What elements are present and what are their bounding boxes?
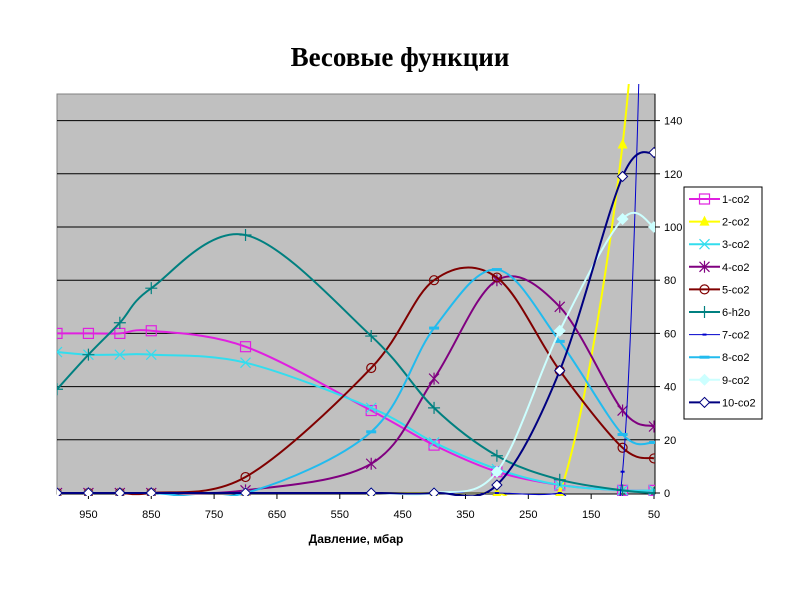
x-tick-label: 50 [648, 509, 660, 521]
x-tick-label: 150 [582, 509, 600, 521]
legend-label: 10-co2 [722, 397, 756, 409]
series-10-co2 [57, 146, 655, 496]
legend-item-8-co2: 8-co2 [689, 352, 750, 364]
legend-label: 3-co2 [722, 239, 750, 251]
x-tick-label: 750 [205, 509, 223, 521]
y-tick-label: 120 [664, 169, 682, 181]
x-tick-label: 350 [456, 509, 474, 521]
y-tick-label: 100 [664, 222, 682, 234]
x-tick-label: 850 [142, 509, 160, 521]
legend-label: 6-h2o [722, 307, 750, 319]
legend-label: 5-co2 [722, 284, 750, 296]
legend-label: 8-co2 [722, 352, 750, 364]
legend-label: 2-co2 [722, 217, 750, 229]
x-axis-title: Давление, мбар [309, 532, 404, 546]
legend-item-3-co2: 3-co2 [689, 238, 750, 251]
y-tick-label: 140 [664, 116, 682, 128]
plot-area [56, 93, 656, 495]
legend-label: 7-co2 [722, 330, 750, 342]
series-6-h2o [57, 228, 655, 496]
x-tick-label: 450 [393, 509, 411, 521]
series-lines [57, 84, 655, 496]
legend: 1-co2 2-co2 3-co2 4-co2 5-co2 6-h2o 7-co2 8-co2… [683, 186, 763, 420]
y-tick-label: 20 [664, 435, 676, 447]
x-tick-label: 650 [268, 509, 286, 521]
legend-item-9-co2: 9-co2 [689, 373, 750, 387]
legend-item-6-h2o: 6-h2o [689, 306, 750, 319]
y-axis: 0 20 40 60 80 100 120 140 [654, 94, 682, 500]
x-tick-label: 950 [79, 509, 97, 521]
legend-item-4-co2: 4-co2 [689, 260, 750, 274]
chart-title: Весовые функции [290, 42, 510, 72]
x-axis: 950 850 750 650 550 450 350 250 150 50 [57, 493, 660, 521]
y-tick-label: 60 [664, 328, 676, 340]
legend-item-1-co2: 1-co2 [689, 193, 750, 206]
y-tick-label: 40 [664, 382, 676, 394]
legend-item-7-co2: 7-co2 [689, 330, 750, 342]
x-tick-label: 250 [519, 509, 537, 521]
y-tick-label: 0 [664, 488, 670, 500]
y-tick-label: 80 [664, 275, 676, 287]
legend-item-5-co2: 5-co2 [689, 284, 750, 296]
legend-label: 9-co2 [722, 375, 750, 387]
legend-label: 4-co2 [722, 262, 750, 274]
x-tick-label: 550 [331, 509, 349, 521]
legend-label: 1-co2 [722, 194, 750, 206]
legend-item-2-co2: 2-co2 [689, 215, 750, 229]
legend-item-10-co2: 10-co2 [689, 396, 756, 409]
